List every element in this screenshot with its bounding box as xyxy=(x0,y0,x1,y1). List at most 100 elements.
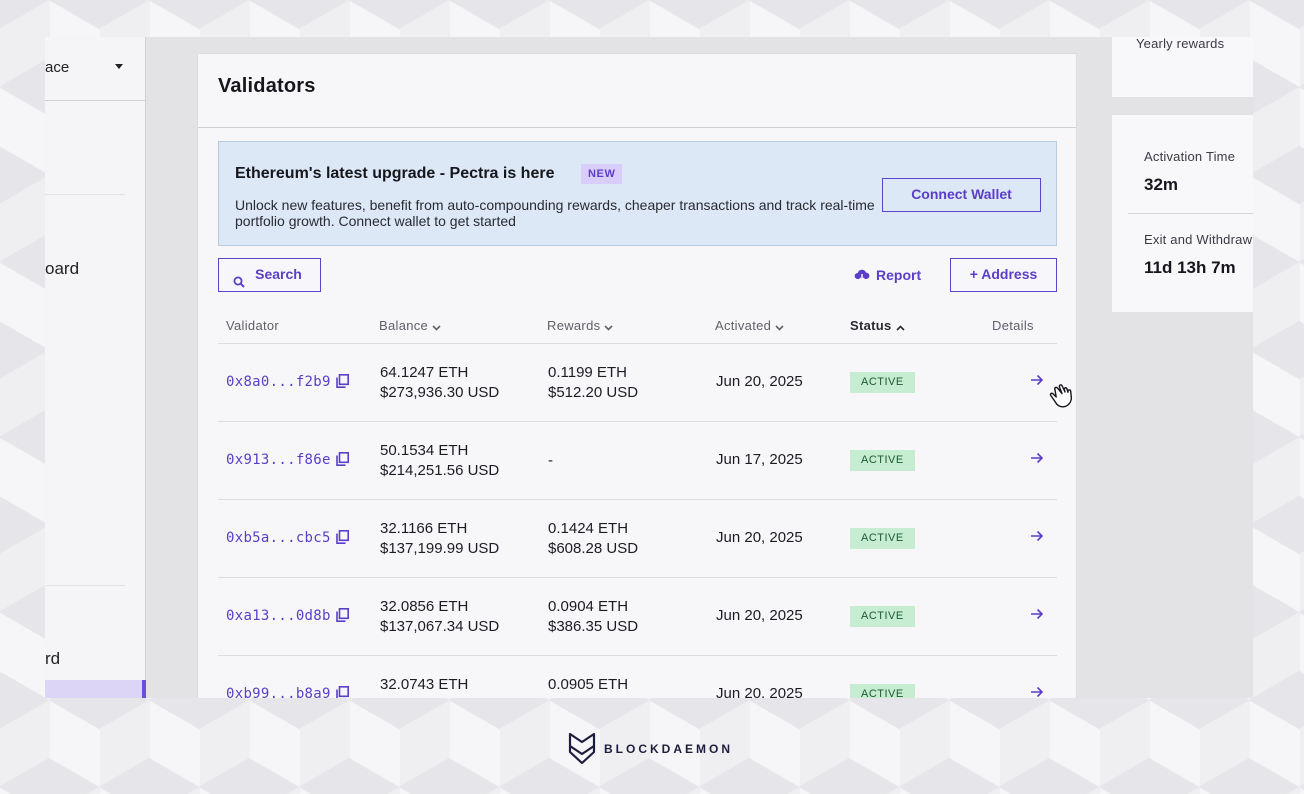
rewards-cell: 0.0904 ETH $386.35 USD xyxy=(548,597,638,637)
report-label: Report xyxy=(876,267,922,283)
yearly-rewards-label: Yearly rewards xyxy=(1136,37,1225,51)
column-header-status[interactable]: Status xyxy=(850,318,905,334)
table-row: 0xb5a...cbc5 32.1166 ETH $137,199.99 USD … xyxy=(218,500,1057,578)
rewards-usd: $608.28 USD xyxy=(548,540,639,557)
column-header-details: Details xyxy=(992,318,1034,333)
table-row: 0x8a0...f2b9 64.1247 ETH $273,936.30 USD … xyxy=(218,344,1057,422)
balance-usd: $214,251.56 USD xyxy=(380,462,500,479)
rewards-cell: 0.1424 ETH $608.28 USD xyxy=(548,519,638,559)
balance-eth: 64.1247 ETH xyxy=(380,364,469,381)
rewards-cell: 0.0905 ETH xyxy=(548,675,628,695)
search-button-label: Search xyxy=(255,266,302,282)
rewards-cell: - xyxy=(548,451,553,471)
balance-eth: 32.0743 ETH xyxy=(380,676,469,693)
validator-address[interactable]: 0xb99...b8a9 xyxy=(226,686,349,698)
chevron-down-icon xyxy=(775,319,784,334)
balance-eth: 32.0856 ETH xyxy=(380,598,469,615)
validator-address[interactable]: 0x8a0...f2b9 xyxy=(226,374,349,392)
add-address-button[interactable]: + Address xyxy=(950,258,1057,292)
balance-cell: 32.1166 ETH $137,199.99 USD xyxy=(380,519,499,559)
sidebar-item-bottom[interactable]: rd xyxy=(45,649,61,668)
rewards-eth: - xyxy=(548,452,553,469)
arrow-right-icon[interactable] xyxy=(1030,607,1044,625)
banner-title: Ethereum's latest upgrade - Pectra is he… xyxy=(235,165,555,182)
pectra-banner: Ethereum's latest upgrade - Pectra is he… xyxy=(218,141,1057,246)
column-header-status-label: Status xyxy=(850,318,892,333)
activated-date: Jun 20, 2025 xyxy=(716,373,803,390)
balance-cell: 64.1247 ETH $273,936.30 USD xyxy=(380,363,499,403)
validator-address-text: 0xb5a...cbc5 xyxy=(226,530,331,546)
cloud-download-icon xyxy=(854,267,870,287)
page-title: Validators xyxy=(218,75,316,97)
balance-cell: 50.1534 ETH $214,251.56 USD xyxy=(380,441,499,481)
rewards-cell: 0.1199 ETH $512.20 USD xyxy=(548,363,638,403)
column-header-rewards-label: Rewards xyxy=(547,318,601,333)
banner-description: Unlock new features, benefit from auto-c… xyxy=(235,197,875,229)
balance-cell: 32.0743 ETH xyxy=(380,675,468,695)
validator-address[interactable]: 0xb5a...cbc5 xyxy=(226,530,349,548)
status-badge: ACTIVE xyxy=(850,684,915,698)
status-badge: ACTIVE xyxy=(850,450,915,471)
activated-date: Jun 20, 2025 xyxy=(716,607,803,624)
balance-usd: $137,067.34 USD xyxy=(380,618,500,635)
activation-time-label: Activation Time xyxy=(1144,149,1236,164)
copy-icon[interactable] xyxy=(335,374,349,392)
rewards-usd: $386.35 USD xyxy=(548,618,639,635)
activated-date: Jun 17, 2025 xyxy=(716,451,803,468)
rewards-usd: $512.20 USD xyxy=(548,384,639,401)
connect-wallet-button[interactable]: Connect Wallet xyxy=(882,178,1041,212)
balance-usd: $273,936.30 USD xyxy=(380,384,500,401)
column-header-activated[interactable]: Activated xyxy=(715,318,784,334)
exit-withdraw-value: 11d 13h 7m xyxy=(1144,258,1236,277)
timing-panel: Activation Time 32m Exit and Withdraw 11… xyxy=(1112,115,1253,312)
status-badge: ACTIVE xyxy=(850,528,915,549)
validator-address[interactable]: 0xa13...0d8b xyxy=(226,608,349,626)
validators-card: Validators Ethereum's latest upgrade - P… xyxy=(197,53,1077,698)
chevron-up-icon xyxy=(895,319,905,334)
search-button[interactable]: Search xyxy=(218,258,321,292)
validator-address-text: 0x8a0...f2b9 xyxy=(226,374,331,390)
copy-icon[interactable] xyxy=(335,608,349,626)
arrow-right-icon[interactable] xyxy=(1030,685,1044,698)
validator-address-text: 0xa13...0d8b xyxy=(226,608,331,624)
sidebar-item-active[interactable] xyxy=(45,680,146,698)
arrow-right-icon[interactable] xyxy=(1030,451,1044,469)
table-row: 0xa13...0d8b 32.0856 ETH $137,067.34 USD … xyxy=(218,578,1057,656)
chevron-down-icon xyxy=(604,319,613,334)
copy-icon[interactable] xyxy=(335,530,349,548)
rewards-eth: 0.0905 ETH xyxy=(548,676,629,693)
blockdaemon-logo-icon xyxy=(568,732,596,771)
validator-address-text: 0xb99...b8a9 xyxy=(226,686,331,698)
workspace-select[interactable]: ace xyxy=(45,37,145,101)
app-viewport: ace oard rd Validators Ethereum's latest… xyxy=(45,37,1253,698)
search-icon xyxy=(233,268,245,299)
panel-divider xyxy=(1128,213,1253,214)
exit-withdraw-label: Exit and Withdraw xyxy=(1144,232,1253,247)
copy-icon[interactable] xyxy=(335,452,349,470)
brand-name: BLOCKDAEMON xyxy=(604,742,733,756)
rewards-eth: 0.0904 ETH xyxy=(548,598,629,615)
rewards-eth: 0.1199 ETH xyxy=(548,364,627,381)
column-header-balance-label: Balance xyxy=(379,318,429,333)
copy-icon[interactable] xyxy=(335,686,349,698)
balance-cell: 32.0856 ETH $137,067.34 USD xyxy=(380,597,499,637)
validator-address[interactable]: 0x913...f86e xyxy=(226,452,349,470)
sidebar-divider xyxy=(45,585,125,586)
card-header: Validators xyxy=(198,54,1076,128)
report-button[interactable]: Report xyxy=(854,265,921,285)
column-header-balance[interactable]: Balance xyxy=(379,318,441,334)
activation-time-value: 32m xyxy=(1144,175,1179,194)
arrow-right-icon[interactable] xyxy=(1030,529,1044,547)
column-header-rewards[interactable]: Rewards xyxy=(547,318,613,334)
activated-date: Jun 20, 2025 xyxy=(716,685,803,698)
sidebar-item-dashboard[interactable]: oard xyxy=(45,259,80,278)
validator-address-text: 0x913...f86e xyxy=(226,452,331,468)
sidebar: ace oard rd xyxy=(45,37,146,698)
activated-date: Jun 20, 2025 xyxy=(716,529,803,546)
yearly-rewards-panel: Yearly rewards xyxy=(1112,37,1253,97)
column-header-activated-label: Activated xyxy=(715,318,772,333)
arrow-right-icon[interactable] xyxy=(1030,373,1044,391)
table-header-divider xyxy=(218,343,1057,344)
new-badge: NEW xyxy=(581,164,623,184)
status-badge: ACTIVE xyxy=(850,606,915,627)
